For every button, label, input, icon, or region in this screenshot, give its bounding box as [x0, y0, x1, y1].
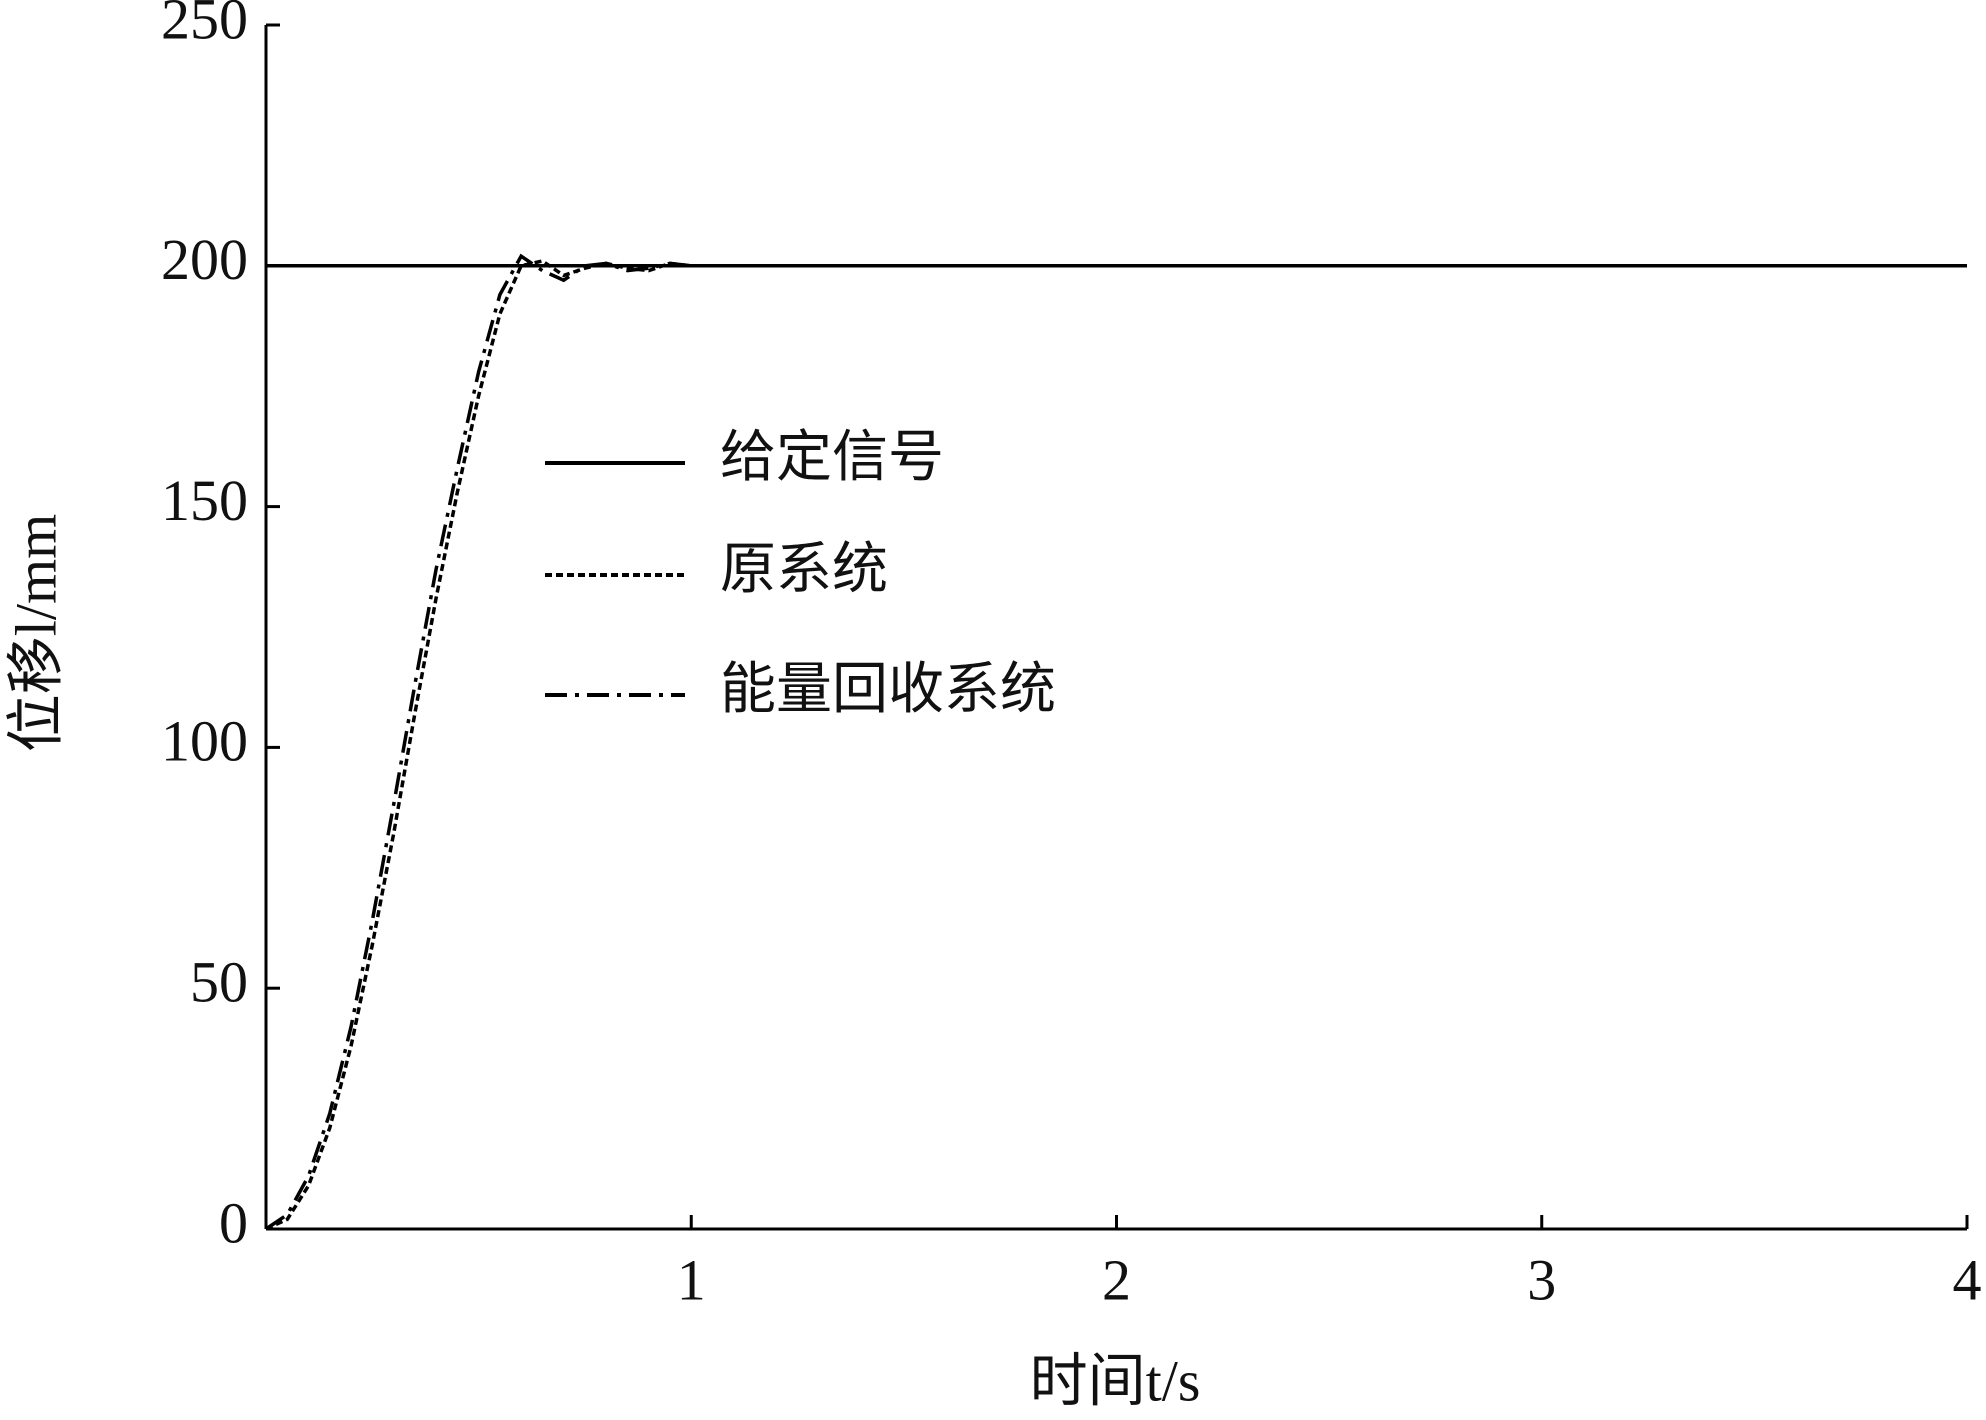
x-tick-label: 4 — [1953, 1247, 1982, 1312]
y-tick-label: 50 — [190, 950, 248, 1015]
y-tick-label: 250 — [161, 0, 248, 51]
series-line — [265, 253, 1967, 1231]
x-axis-label: 时间t/s — [1030, 1348, 1201, 1413]
x-tick-label: 1 — [677, 1247, 706, 1312]
y-tick-label: 100 — [161, 709, 248, 774]
y-axis-label: 位移l/mm — [3, 514, 68, 752]
legend-label: 能量回收系统 — [720, 659, 1056, 721]
y-tick-label: 0 — [219, 1190, 248, 1255]
y-tick-label: 150 — [161, 468, 248, 533]
x-tick-label: 2 — [1102, 1247, 1131, 1312]
series-line — [265, 259, 1967, 1231]
x-tick-label: 3 — [1527, 1247, 1556, 1312]
legend-label: 原系统 — [720, 539, 888, 601]
legend-label: 给定信号 — [720, 427, 944, 489]
y-tick-label: 200 — [161, 227, 248, 292]
